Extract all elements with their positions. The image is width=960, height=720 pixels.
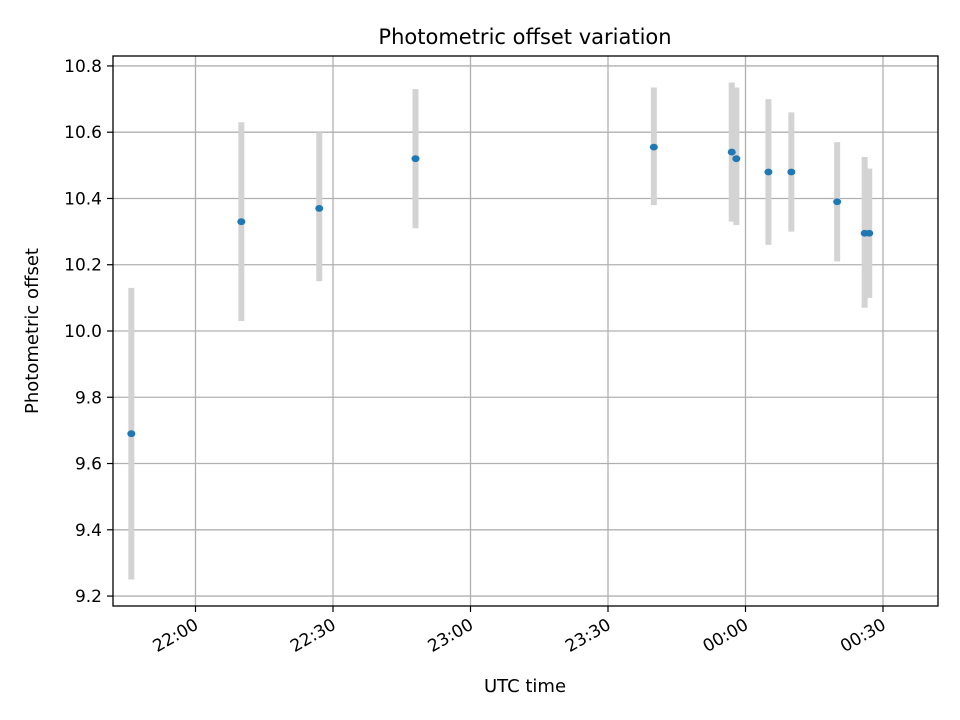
data-point	[649, 143, 658, 151]
y-axis-title: Photometric offset	[22, 248, 43, 414]
y-tick-label: 9.8	[75, 388, 102, 408]
data-points	[127, 143, 874, 438]
data-point	[787, 168, 796, 176]
x-axis-title: UTC time	[484, 676, 566, 697]
y-tick-label: 9.6	[75, 455, 102, 475]
data-point	[411, 155, 420, 163]
data-point	[237, 218, 246, 226]
data-point	[833, 198, 842, 206]
data-point	[727, 148, 736, 156]
y-tick-label: 10.8	[64, 57, 102, 77]
data-point	[732, 155, 741, 163]
y-tick-label: 9.2	[75, 587, 102, 607]
data-point	[764, 168, 773, 176]
chart-title: Photometric offset variation	[378, 25, 671, 49]
y-tick-label: 9.4	[75, 521, 102, 541]
y-tick-label: 10.0	[64, 322, 102, 342]
data-point	[315, 205, 324, 212]
grid	[113, 56, 938, 606]
data-point	[865, 229, 874, 237]
y-tick-label: 10.4	[64, 189, 102, 209]
y-tick-label: 10.6	[64, 123, 102, 143]
y-axis: 9.2 9.4 9.6 9.8 10.0 10.2 10.4 10.6 10.8	[64, 57, 113, 607]
data-point	[127, 430, 136, 438]
y-tick-label: 10.2	[64, 256, 102, 276]
